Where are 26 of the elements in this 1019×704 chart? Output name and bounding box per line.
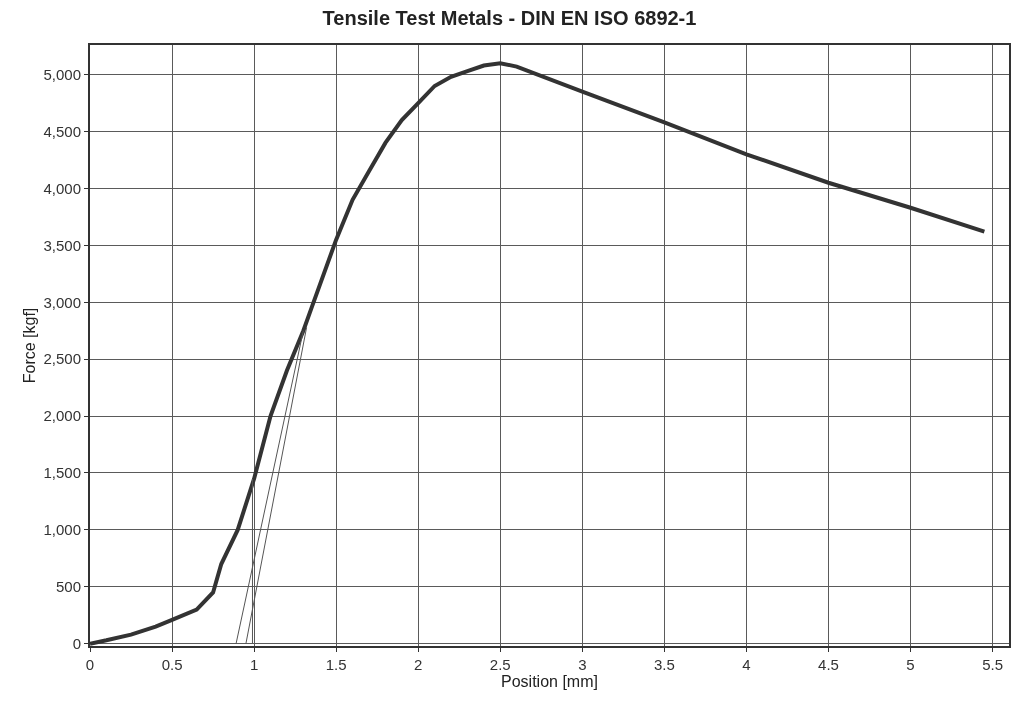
y-tick-label: 1,000 — [43, 521, 81, 539]
x-tick-label: 5.5 — [982, 656, 1004, 673]
y-tick-label: 3,000 — [43, 293, 81, 311]
y-tick-label: 2,000 — [43, 407, 81, 425]
y-tick-label: 500 — [55, 578, 81, 596]
y-tick-label: 2,500 — [43, 350, 81, 368]
chart-title: Tensile Test Metals - DIN EN ISO 6892-1 — [322, 6, 697, 29]
x-tick-label: 1 — [249, 656, 259, 673]
y-tick-label: 1,500 — [43, 464, 81, 482]
x-tick-label: 0.5 — [161, 656, 183, 673]
y-axis-title: Force [kgf] — [20, 307, 38, 384]
y-tick-label: 4,000 — [43, 179, 81, 197]
y-tick-label: 5,000 — [43, 65, 81, 83]
x-axis-title: Position [mm] — [501, 673, 598, 690]
x-tick-label: 3 — [578, 656, 587, 673]
x-tick-label: 5 — [906, 656, 915, 673]
y-tick-label: 3,500 — [43, 236, 81, 254]
x-tick-label: 2 — [414, 656, 423, 673]
y-tick-label: 4,500 — [43, 122, 81, 140]
x-tick-label: 2.5 — [489, 656, 511, 673]
x-tick-label: 0 — [85, 656, 95, 673]
y-tick-label: 0 — [72, 634, 81, 652]
x-tick-label: 4.5 — [818, 656, 839, 673]
x-tick-label: 1.5 — [325, 656, 347, 673]
x-tick-label: 4 — [742, 656, 751, 673]
x-tick-label: 3.5 — [653, 656, 675, 673]
